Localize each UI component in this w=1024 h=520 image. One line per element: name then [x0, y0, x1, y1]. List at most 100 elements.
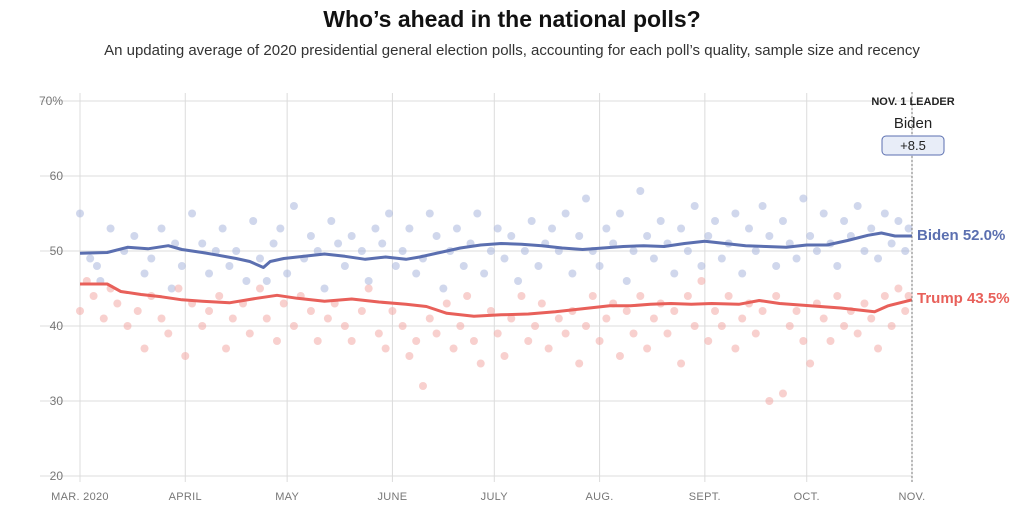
biden-poll-dot: [473, 209, 482, 218]
biden-poll-dot: [347, 232, 356, 240]
trump-poll-dot: [717, 322, 726, 330]
trump-poll-dot: [432, 329, 441, 338]
biden-poll-dot: [778, 217, 787, 225]
trump-poll-dot: [643, 344, 652, 353]
biden-poll-dot: [188, 209, 197, 218]
biden-poll-dot: [306, 232, 315, 240]
trump-poll-dot: [164, 329, 173, 338]
trump-poll-dot: [561, 329, 570, 338]
biden-poll-dot: [806, 232, 815, 240]
trump-poll-dot: [272, 337, 281, 345]
trump-poll-dot: [894, 284, 903, 293]
biden-poll-dot: [812, 247, 821, 255]
trump-poll-dot: [262, 314, 271, 323]
biden-poll-dot: [92, 262, 101, 270]
trump-poll-dot: [449, 344, 458, 353]
trump-poll-dot: [860, 299, 869, 308]
biden-poll-dot: [765, 232, 774, 240]
biden-poll-dot: [683, 247, 692, 255]
biden-poll-dot: [690, 202, 699, 210]
trump-poll-dot: [575, 359, 584, 368]
trump-poll-dot: [887, 322, 896, 330]
trump-poll-dot: [738, 314, 747, 323]
biden-poll-dot: [744, 224, 753, 233]
trump-poll-dot: [683, 292, 692, 300]
biden-poll-dot: [167, 284, 176, 293]
trump-series-label: Trump 43.5%: [917, 290, 1010, 307]
trump-poll-dot: [636, 292, 645, 300]
trump-poll-dot: [174, 284, 183, 293]
biden-poll-dot: [731, 209, 740, 218]
trump-poll-dot: [340, 322, 349, 330]
biden-poll-dot: [711, 217, 720, 225]
chart-title: Who’s ahead in the national polls?: [323, 6, 701, 32]
y-tick-label: 40: [50, 319, 64, 333]
x-tick-label: JULY: [481, 491, 509, 503]
trump-poll-dot: [724, 292, 733, 300]
biden-poll-dot: [629, 247, 638, 255]
biden-poll-dot: [717, 254, 726, 263]
biden-poll-dot: [140, 269, 149, 278]
biden-poll-dot: [334, 239, 343, 248]
biden-poll-dot: [602, 224, 611, 233]
leader-heading: NOV. 1 LEADER: [871, 96, 954, 108]
trump-poll-dot: [663, 329, 672, 338]
biden-poll-dot: [405, 224, 414, 233]
trump-poll-dot: [405, 352, 414, 360]
trend-lines-layer: [79, 231, 913, 318]
biden-poll-dot: [432, 232, 441, 240]
biden-poll-dot: [738, 269, 747, 278]
trump-poll-dot: [198, 322, 207, 330]
trump-poll-dot: [517, 292, 526, 300]
biden-poll-dot: [514, 277, 523, 285]
biden-poll-dot: [249, 217, 258, 225]
x-tick-label: NOV.: [898, 491, 925, 503]
y-tick-label: 50: [50, 244, 64, 258]
biden-poll-dot: [500, 254, 509, 263]
chart-subtitle: An updating average of 2020 presidential…: [104, 42, 920, 59]
biden-poll-dot: [327, 217, 336, 225]
biden-poll-dot: [147, 254, 156, 263]
trump-poll-dot: [205, 307, 214, 315]
biden-poll-dot: [320, 284, 329, 293]
trump-poll-dot: [697, 277, 706, 285]
biden-poll-dot: [758, 202, 767, 210]
trump-poll-dot: [374, 329, 383, 338]
trump-poll-dot: [255, 284, 264, 293]
biden-poll-dot: [880, 209, 889, 218]
biden-poll-dot: [792, 254, 801, 263]
trump-poll-dot: [751, 329, 760, 338]
trump-poll-dot: [76, 307, 84, 315]
y-tick-label: 30: [50, 394, 64, 408]
y-tick-label: 60: [50, 169, 64, 183]
biden-poll-dot: [86, 254, 95, 263]
biden-poll-dot: [283, 269, 292, 278]
trump-poll-dot: [853, 329, 862, 338]
trump-poll-dot: [113, 299, 122, 308]
biden-poll-dot: [860, 247, 869, 255]
biden-poll-dot: [615, 209, 624, 218]
biden-poll-dot: [534, 262, 543, 270]
trump-poll-dot: [476, 359, 485, 368]
biden-poll-dot: [262, 277, 271, 285]
trump-poll-dot: [222, 344, 231, 353]
trump-poll-dot: [381, 344, 390, 353]
biden-poll-dot: [157, 224, 166, 233]
biden-poll-dot: [636, 187, 645, 195]
trump-poll-dot: [670, 307, 679, 315]
biden-poll-dot: [480, 269, 489, 278]
trump-poll-dot: [463, 292, 472, 300]
trump-poll-dot: [772, 292, 781, 300]
biden-poll-dot: [452, 224, 461, 233]
biden-poll-dot: [568, 269, 577, 278]
biden-poll-dot: [819, 209, 828, 218]
trump-poll-dot: [181, 352, 190, 360]
trump-average-line: [80, 282, 913, 318]
trump-poll-dot: [904, 292, 913, 300]
biden-poll-dot: [371, 224, 380, 233]
trump-poll-dot: [649, 314, 658, 323]
biden-poll-dot: [130, 232, 139, 240]
biden-poll-dot: [887, 239, 896, 248]
trump-poll-dot: [493, 329, 502, 338]
